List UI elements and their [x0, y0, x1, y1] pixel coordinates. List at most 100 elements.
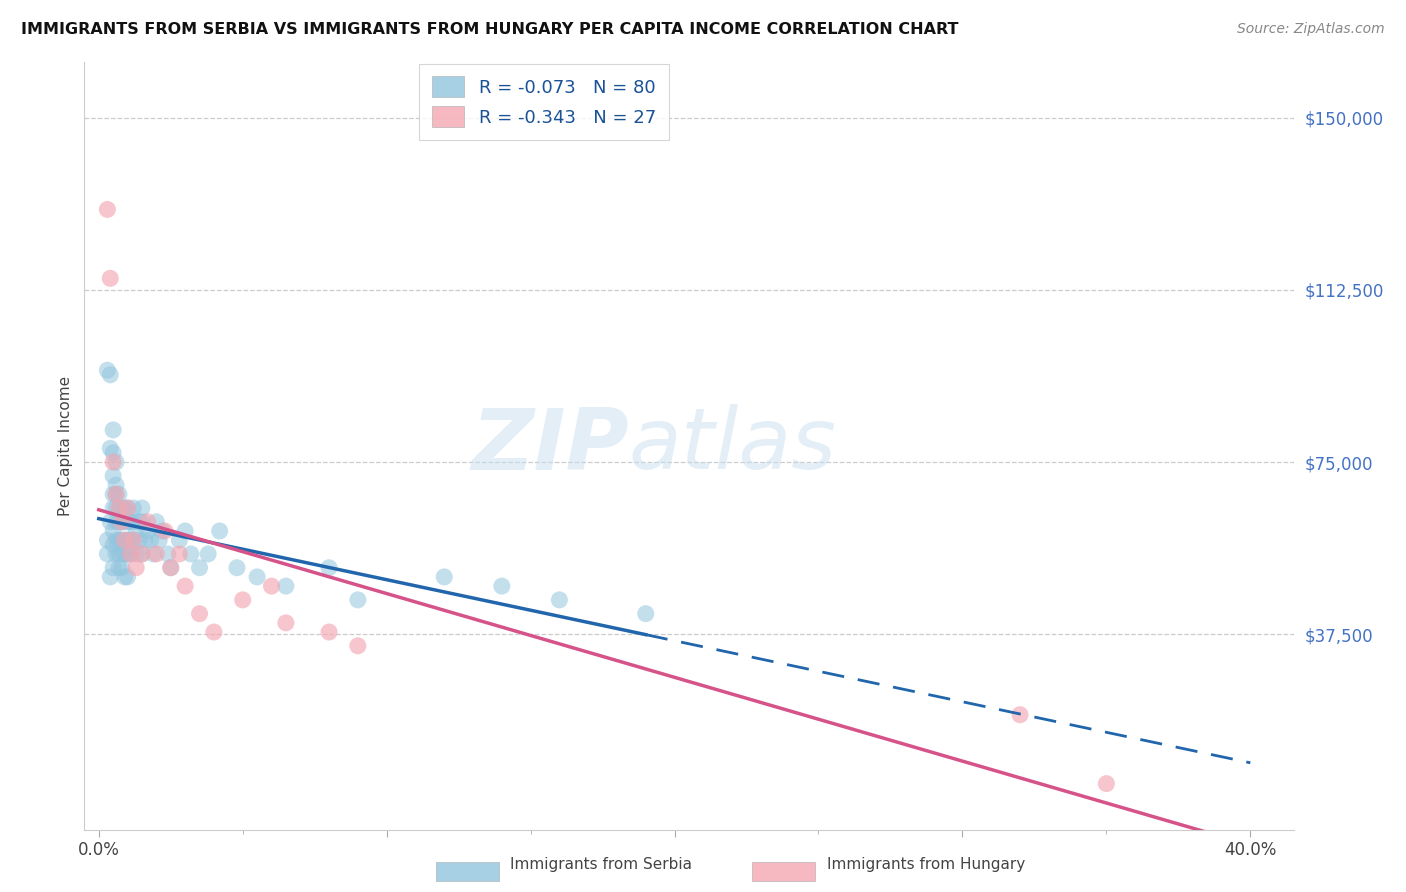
- Point: [101, 423, 124, 437]
- Point: [111, 515, 134, 529]
- Y-axis label: Per Capita Income: Per Capita Income: [58, 376, 73, 516]
- Point: [1095, 777, 1118, 791]
- Point: [145, 515, 167, 529]
- Point: [117, 533, 139, 548]
- Point: [108, 515, 131, 529]
- Point: [105, 455, 128, 469]
- Point: [347, 639, 370, 653]
- Point: [188, 560, 211, 574]
- Point: [108, 533, 131, 548]
- Point: [101, 524, 124, 538]
- Point: [491, 579, 513, 593]
- Point: [174, 579, 197, 593]
- Point: [1008, 707, 1031, 722]
- Point: [347, 593, 370, 607]
- Point: [101, 468, 124, 483]
- Point: [111, 560, 134, 574]
- Point: [101, 455, 124, 469]
- Point: [108, 487, 131, 501]
- Point: [101, 538, 124, 552]
- Point: [105, 515, 128, 529]
- Text: IMMIGRANTS FROM SERBIA VS IMMIGRANTS FROM HUNGARY PER CAPITA INCOME CORRELATION : IMMIGRANTS FROM SERBIA VS IMMIGRANTS FRO…: [21, 22, 959, 37]
- Point: [122, 515, 145, 529]
- Point: [114, 533, 136, 548]
- Point: [120, 515, 142, 529]
- Point: [114, 515, 136, 529]
- Point: [150, 524, 173, 538]
- Point: [139, 533, 162, 548]
- Point: [117, 547, 139, 561]
- Point: [108, 501, 131, 516]
- Text: Source: ZipAtlas.com: Source: ZipAtlas.com: [1237, 22, 1385, 37]
- Point: [125, 547, 148, 561]
- Point: [274, 615, 297, 630]
- Point: [105, 487, 128, 501]
- Point: [131, 547, 153, 561]
- Point: [111, 515, 134, 529]
- Point: [105, 547, 128, 561]
- Point: [96, 363, 118, 377]
- Point: [101, 560, 124, 574]
- Point: [108, 547, 131, 561]
- Point: [98, 442, 121, 456]
- Point: [548, 593, 571, 607]
- Point: [174, 524, 197, 538]
- Point: [98, 368, 121, 382]
- Point: [128, 533, 150, 548]
- Point: [433, 570, 456, 584]
- Legend: R = -0.073   N = 80, R = -0.343   N = 27: R = -0.073 N = 80, R = -0.343 N = 27: [419, 64, 669, 140]
- Point: [122, 533, 145, 548]
- Point: [117, 515, 139, 529]
- Point: [108, 501, 131, 516]
- Text: Immigrants from Serbia: Immigrants from Serbia: [510, 857, 692, 872]
- Point: [159, 560, 181, 574]
- Point: [136, 524, 159, 538]
- Point: [96, 533, 118, 548]
- Point: [101, 446, 124, 460]
- Point: [101, 501, 124, 516]
- Text: ZIP: ZIP: [471, 404, 628, 488]
- Point: [96, 202, 118, 217]
- Point: [260, 579, 283, 593]
- Point: [232, 593, 254, 607]
- Point: [131, 547, 153, 561]
- Point: [98, 570, 121, 584]
- Point: [120, 533, 142, 548]
- Point: [148, 533, 170, 548]
- Point: [153, 524, 176, 538]
- Point: [122, 533, 145, 548]
- Point: [131, 515, 153, 529]
- Point: [114, 533, 136, 548]
- Point: [169, 547, 191, 561]
- Point: [202, 625, 225, 640]
- Point: [98, 515, 121, 529]
- Point: [169, 533, 191, 548]
- Point: [117, 501, 139, 516]
- Point: [274, 579, 297, 593]
- Point: [120, 547, 142, 561]
- Point: [136, 515, 159, 529]
- Point: [208, 524, 231, 538]
- Point: [105, 501, 128, 516]
- Point: [105, 533, 128, 548]
- Point: [634, 607, 657, 621]
- Point: [180, 547, 202, 561]
- Point: [117, 501, 139, 516]
- Point: [188, 607, 211, 621]
- Point: [120, 547, 142, 561]
- Point: [122, 501, 145, 516]
- Point: [96, 547, 118, 561]
- Point: [145, 547, 167, 561]
- Point: [226, 560, 249, 574]
- Point: [246, 570, 269, 584]
- Point: [111, 501, 134, 516]
- Point: [131, 501, 153, 516]
- Point: [98, 271, 121, 285]
- Point: [114, 547, 136, 561]
- Point: [197, 547, 219, 561]
- Point: [105, 478, 128, 492]
- Text: atlas: atlas: [628, 404, 837, 488]
- Point: [134, 533, 156, 548]
- Point: [114, 570, 136, 584]
- Point: [125, 524, 148, 538]
